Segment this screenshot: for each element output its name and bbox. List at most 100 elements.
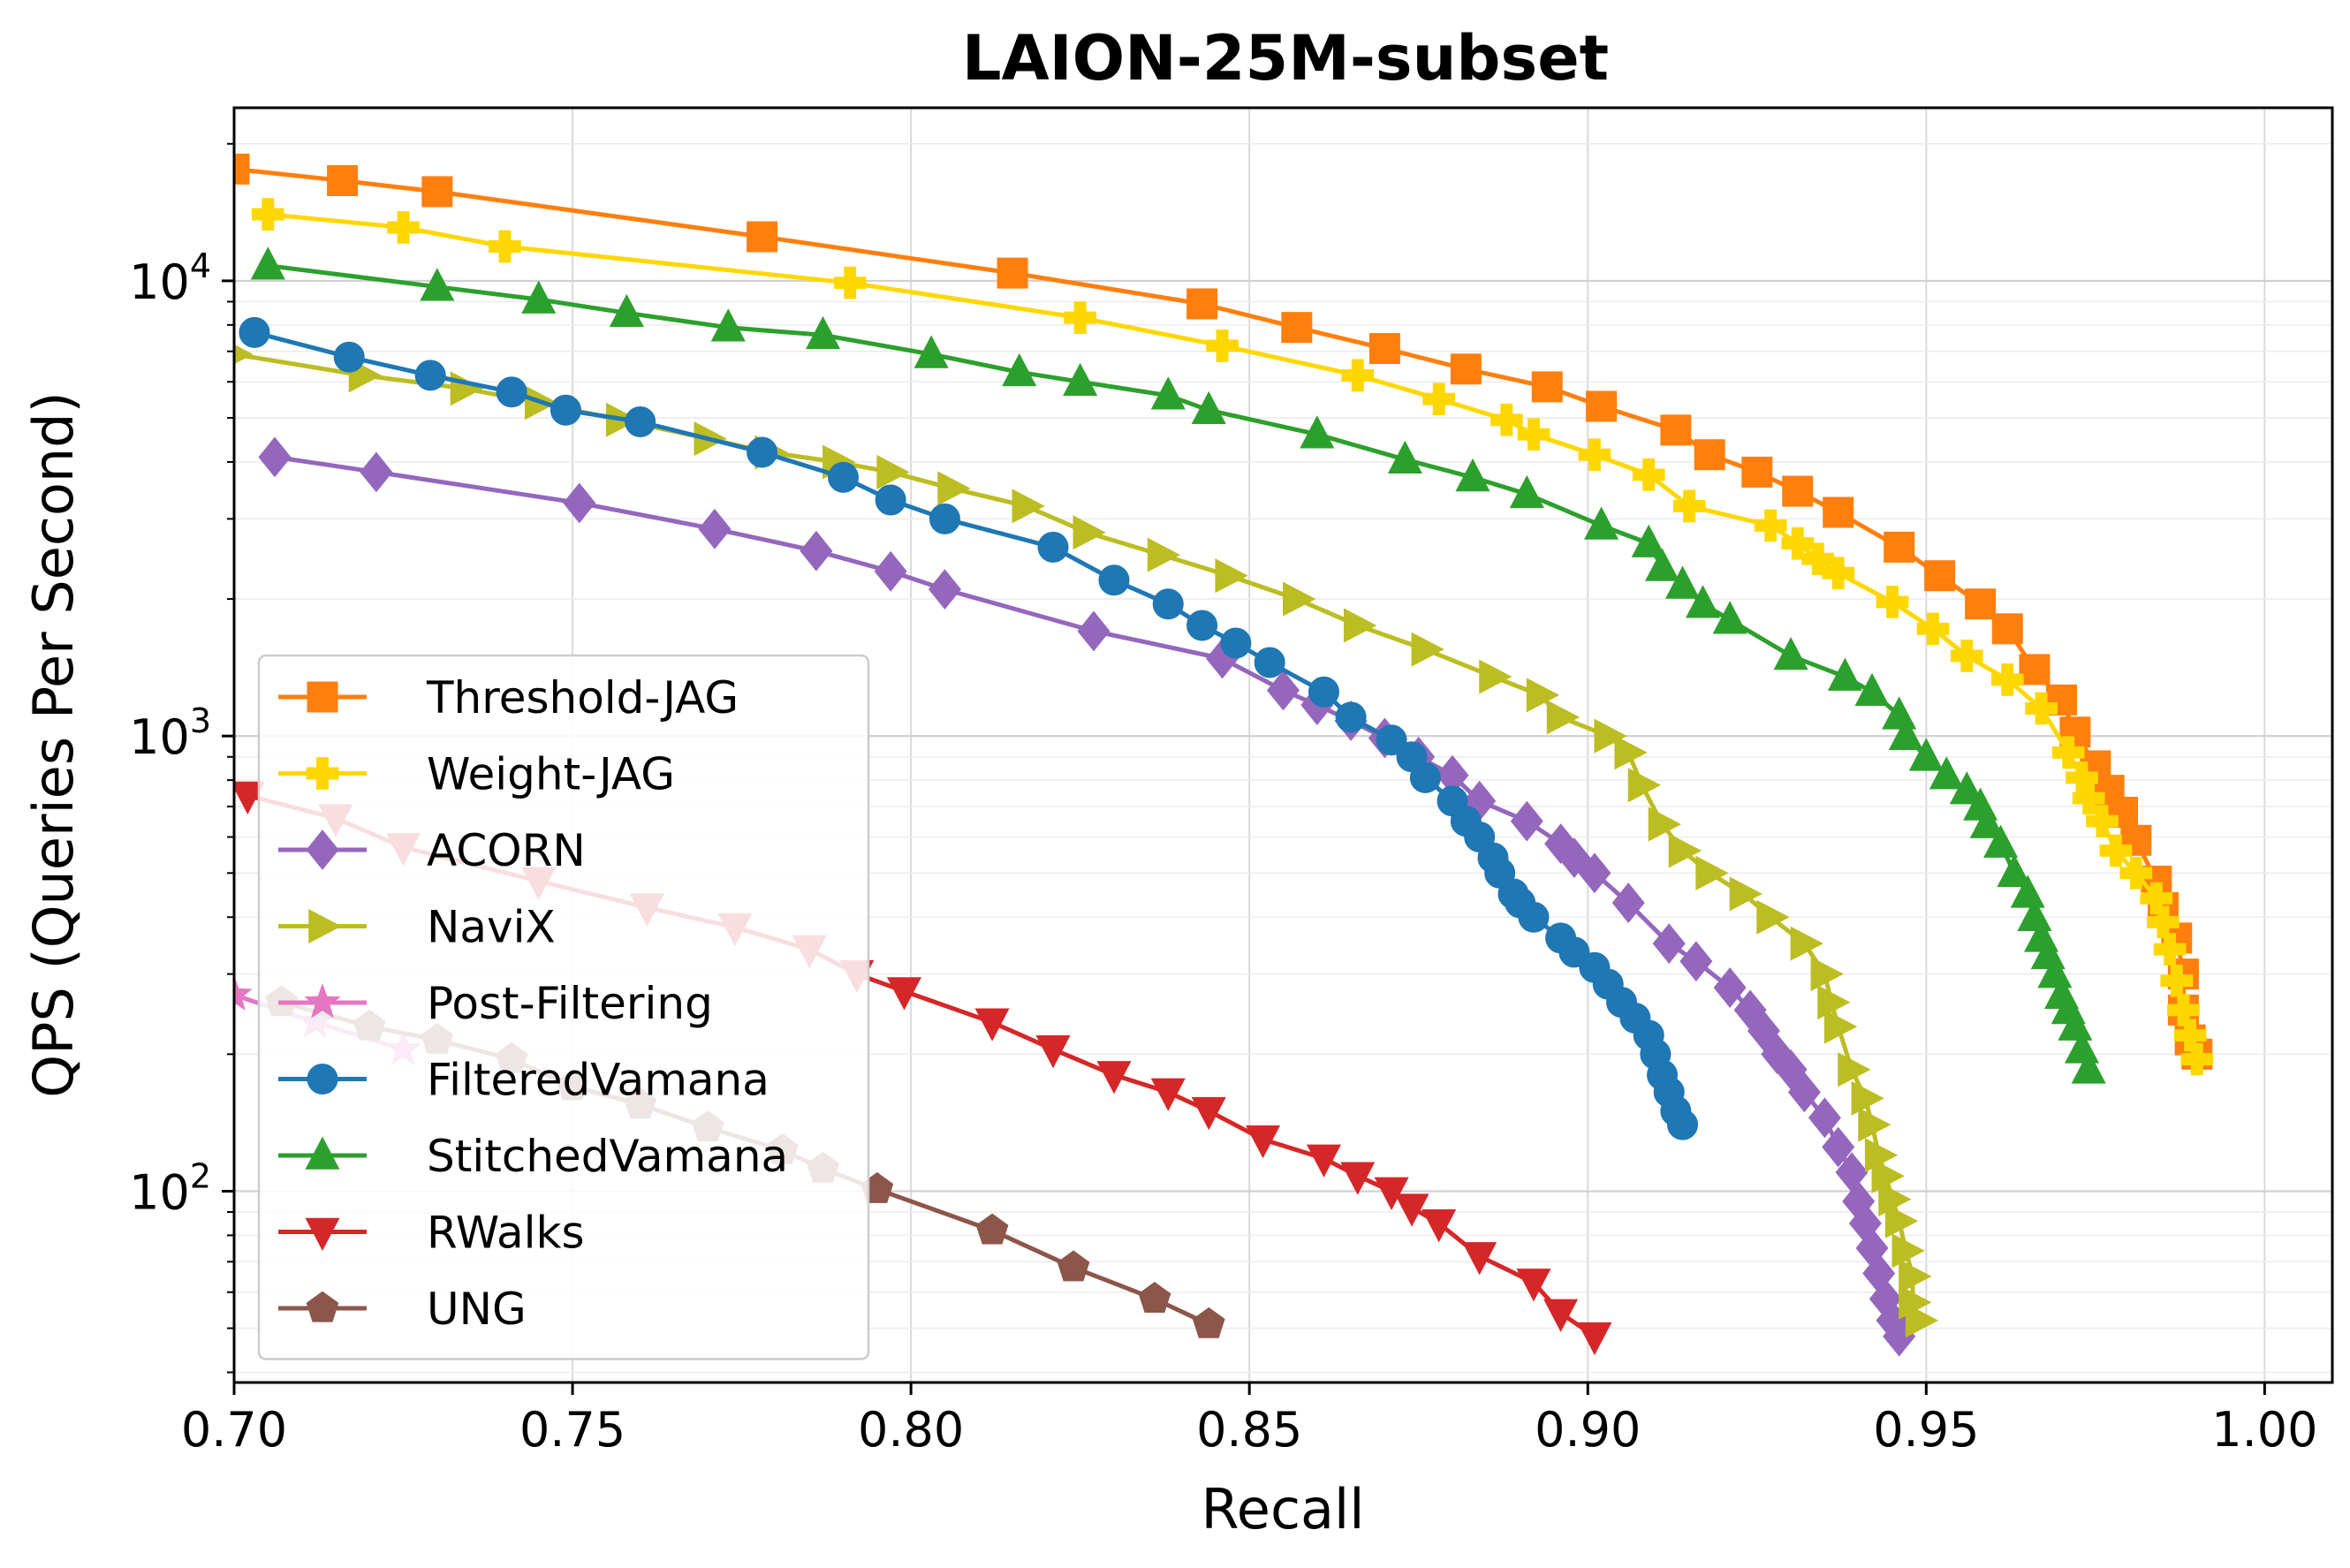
- point-stitchedvamana: [1002, 352, 1037, 387]
- point-navix: [1905, 1303, 1939, 1338]
- legend-item-navix: NaviX: [278, 902, 556, 953]
- point-weight-jag: [2025, 692, 2058, 725]
- point-weight-jag: [1822, 557, 1855, 590]
- point-threshold-jag: [1368, 333, 1400, 365]
- point-stitchedvamana: [1997, 853, 2032, 888]
- point-threshold-jag: [1965, 588, 1997, 620]
- point-threshold-jag: [234, 153, 250, 185]
- point-threshold-jag: [327, 164, 359, 196]
- point-weight-jag: [1341, 359, 1375, 392]
- point-navix: [1283, 581, 1316, 617]
- point-acorn: [1267, 670, 1300, 711]
- point-stitchedvamana: [1584, 506, 1619, 540]
- point-filteredvamana: [1409, 761, 1441, 793]
- point-weight-jag: [2051, 736, 2085, 769]
- y-axis-label: QPS (Queries Per Second): [21, 391, 86, 1097]
- point-stitchedvamana: [1191, 390, 1226, 425]
- point-post-filtering: [234, 975, 253, 1011]
- legend-item-post-filtering: Post-Filtering: [278, 978, 713, 1029]
- point-acorn: [1578, 852, 1611, 894]
- point-stitchedvamana: [1854, 672, 1890, 707]
- point-weight-jag: [387, 211, 420, 244]
- x-tick-label: 1.00: [2211, 1402, 2317, 1458]
- point-acorn: [258, 436, 292, 478]
- point-stitchedvamana: [2058, 1007, 2093, 1041]
- point-navix: [1627, 768, 1662, 803]
- legend-label: Weight-JAG: [427, 749, 675, 800]
- x-tick-label: 0.80: [858, 1402, 964, 1458]
- point-acorn: [800, 530, 833, 572]
- legend-label: Threshold-JAG: [426, 672, 739, 723]
- point-weight-jag: [1990, 663, 2024, 696]
- point-stitchedvamana: [2071, 1050, 2106, 1084]
- point-navix: [1479, 659, 1512, 694]
- point-threshold-jag: [1281, 312, 1313, 344]
- point-navix: [1756, 899, 1790, 935]
- point-acorn: [1808, 1097, 1841, 1139]
- point-stitchedvamana: [1300, 415, 1335, 449]
- point-rwalks: [1340, 1162, 1376, 1195]
- point-acorn: [1679, 941, 1713, 982]
- point-threshold-jag: [1450, 353, 1482, 385]
- point-rwalks: [974, 1008, 1010, 1042]
- point-rwalks: [1245, 1125, 1281, 1159]
- point-stitchedvamana: [250, 246, 285, 280]
- point-filteredvamana: [1518, 901, 1550, 933]
- point-stitchedvamana: [1773, 636, 1808, 670]
- legend-marker: [305, 1217, 340, 1251]
- point-acorn: [874, 550, 907, 592]
- x-tick-label: 0.95: [1873, 1402, 1979, 1458]
- point-threshold-jag: [1186, 288, 1218, 320]
- point-navix: [1899, 1259, 1932, 1294]
- point-stitchedvamana: [1908, 738, 1944, 771]
- legend-label: UNG: [427, 1284, 527, 1335]
- point-threshold-jag: [1782, 475, 1814, 507]
- chart-title: LAION-25M-subset: [962, 22, 1609, 95]
- point-navix: [1810, 957, 1844, 992]
- point-weight-jag: [1916, 612, 1950, 646]
- series-navix: [234, 344, 1939, 1338]
- y-tick-base: 10: [129, 709, 190, 765]
- point-threshold-jag: [1924, 560, 1956, 592]
- point-rwalks: [1374, 1177, 1409, 1210]
- point-navix: [1851, 1080, 1884, 1116]
- legend-label: FilteredVamana: [427, 1055, 769, 1106]
- point-ung: [1192, 1307, 1225, 1338]
- point-threshold-jag: [2019, 654, 2051, 686]
- point-navix: [1823, 1009, 1858, 1044]
- point-stitchedvamana: [913, 335, 949, 368]
- point-threshold-jag: [997, 257, 1028, 289]
- point-acorn: [563, 482, 596, 524]
- point-filteredvamana: [414, 360, 446, 391]
- legend-label: ACORN: [427, 825, 586, 876]
- point-filteredvamana: [1186, 610, 1218, 641]
- point-stitchedvamana: [1631, 524, 1666, 557]
- point-rwalks: [1191, 1096, 1226, 1131]
- y-tick-exponent: 2: [190, 1156, 211, 1195]
- point-weight-jag: [2119, 856, 2153, 890]
- point-stitchedvamana: [420, 268, 455, 301]
- point-rwalks: [1543, 1299, 1579, 1332]
- legend-marker: [306, 757, 339, 790]
- point-navix: [1594, 718, 1627, 754]
- point-navix: [1729, 876, 1762, 912]
- point-threshold-jag: [1660, 414, 1692, 446]
- point-filteredvamana: [929, 503, 960, 534]
- point-acorn: [1077, 610, 1111, 652]
- point-filteredvamana: [1335, 701, 1367, 733]
- point-filteredvamana: [239, 316, 270, 348]
- legend: Threshold-JAG Weight-JAG ACORN NaviX Post-Fi…: [257, 654, 870, 1360]
- point-acorn: [1652, 923, 1686, 965]
- point-navix: [1790, 926, 1823, 961]
- point-navix: [1012, 489, 1045, 524]
- point-rwalks: [1035, 1035, 1071, 1069]
- point-threshold-jag: [1884, 531, 1915, 563]
- y-tick-exponent: 3: [190, 701, 211, 740]
- x-tick-label: 0.70: [181, 1402, 287, 1458]
- point-navix: [1411, 632, 1444, 667]
- point-weight-jag: [1950, 640, 1983, 672]
- point-weight-jag: [1754, 509, 1787, 542]
- point-navix: [1073, 515, 1106, 550]
- point-ung: [1057, 1250, 1090, 1282]
